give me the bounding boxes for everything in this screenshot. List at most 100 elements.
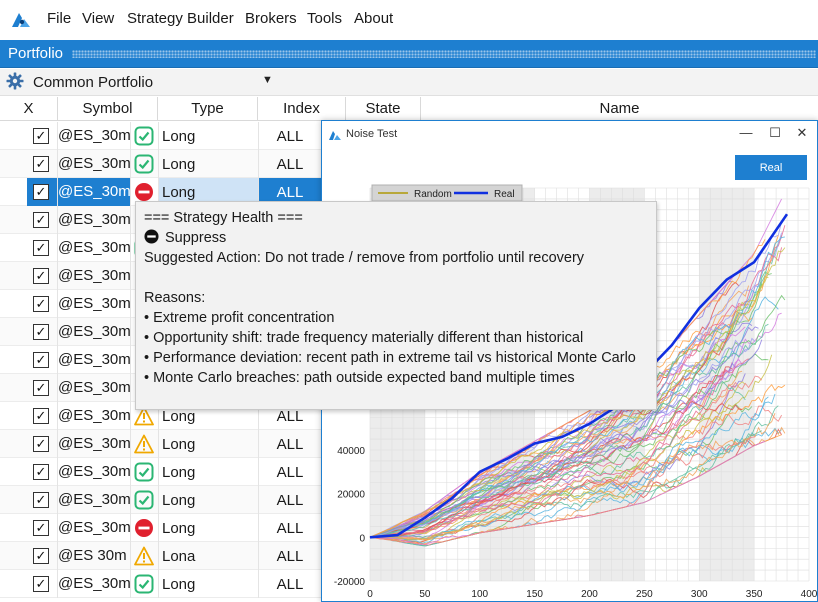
tooltip-status-line: Suppress (144, 228, 648, 248)
random-series-line (369, 247, 786, 538)
portfolio-title: Portfolio (8, 45, 64, 62)
row-type: Long (162, 520, 196, 537)
table-row[interactable]: ✓ @ES_30m Long ALL (0, 458, 330, 486)
column-divider (158, 458, 159, 486)
row-symbol: @ES_30m (58, 435, 131, 452)
column-divider (57, 374, 58, 402)
col-header-name[interactable]: Name (599, 100, 640, 117)
menu-tools[interactable]: Tools (307, 10, 343, 27)
y-tick-label: -20000 (334, 577, 366, 588)
row-checkbox[interactable]: ✓ (33, 268, 49, 284)
row-type: Long (162, 492, 196, 509)
col-header-type[interactable]: Type (158, 97, 258, 121)
menu-file[interactable]: File (47, 10, 72, 27)
table-row[interactable]: ✓ @ES_30m Long ALL (0, 122, 330, 150)
row-checkbox[interactable]: ✓ (33, 408, 49, 424)
tooltip-header: === Strategy Health === (144, 210, 303, 226)
column-divider (258, 122, 259, 150)
close-icon[interactable]: ✕ (796, 125, 808, 140)
table-row[interactable]: ✓ @ES_30m Long ALL (0, 486, 330, 514)
tooltip-status: Suppress (165, 230, 227, 246)
x-tick-label: 350 (746, 589, 763, 600)
row-symbol: @ES_30m (58, 407, 131, 424)
window-title: Noise Test (346, 128, 398, 140)
portfolio-selector[interactable]: Common Portfolio ▼ (0, 69, 818, 96)
column-divider (57, 262, 58, 290)
gear-icon[interactable] (6, 72, 24, 90)
col-header-symbol[interactable]: Symbol (58, 97, 158, 121)
stop-icon (135, 183, 153, 201)
random-series-line (370, 393, 776, 541)
table-row[interactable]: ✓ @ES_30m Long ALL (0, 570, 330, 598)
minimize-icon[interactable]: — (739, 125, 753, 140)
row-checkbox[interactable]: ✓ (33, 296, 49, 312)
column-divider (158, 542, 159, 570)
app-logo-icon (329, 131, 341, 140)
column-divider (130, 290, 131, 318)
column-divider (57, 290, 58, 318)
x-tick-label: 250 (636, 589, 653, 600)
row-checkbox[interactable]: ✓ (33, 212, 49, 228)
y-tick-label: 40000 (337, 446, 365, 457)
row-checkbox[interactable]: ✓ (33, 156, 49, 172)
window-titlebar[interactable]: Noise Test — ☐ ✕ (322, 121, 817, 149)
column-divider (57, 402, 58, 430)
col-header-index[interactable]: Index (258, 97, 346, 121)
row-index: ALL (276, 520, 304, 537)
row-checkbox[interactable]: ✓ (33, 436, 49, 452)
column-divider (57, 542, 58, 570)
column-divider (57, 178, 58, 206)
legend-label-real: Real (494, 189, 515, 200)
col-header-state[interactable]: State (346, 97, 421, 121)
row-checkbox[interactable]: ✓ (33, 184, 49, 200)
table-row[interactable]: ✓ @ES_30m Long ALL (0, 402, 330, 430)
column-divider (57, 318, 58, 346)
row-checkbox[interactable]: ✓ (33, 520, 49, 536)
table-row[interactable]: ✓ @ES_30m Long ALL (0, 430, 330, 458)
maximize-icon[interactable]: ☐ (769, 125, 781, 140)
row-checkbox[interactable]: ✓ (33, 380, 49, 396)
table-row[interactable]: ✓ @ES 30m Lona ALL (0, 542, 330, 570)
menu-about[interactable]: About (354, 10, 394, 27)
menu-strategy-builder[interactable]: Strategy Builder (127, 10, 234, 27)
row-checkbox[interactable]: ✓ (33, 128, 49, 144)
row-checkbox[interactable]: ✓ (33, 324, 49, 340)
row-checkbox[interactable]: ✓ (33, 352, 49, 368)
x-tick-label: 200 (581, 589, 598, 600)
row-checkbox[interactable]: ✓ (33, 240, 49, 256)
column-divider (158, 430, 159, 458)
random-series-line (369, 375, 763, 538)
warning-icon (134, 406, 154, 426)
x-tick-label: 0 (367, 589, 373, 600)
column-divider (130, 178, 131, 206)
x-tick-label: 300 (691, 589, 708, 600)
column-divider (130, 430, 131, 458)
portfolio-select-value[interactable]: Common Portfolio (33, 74, 154, 91)
real-button[interactable]: Real (735, 155, 807, 180)
col-header-x[interactable]: X (0, 97, 58, 121)
menu-view[interactable]: View (82, 10, 115, 27)
warning-icon (134, 434, 154, 454)
chevron-down-icon[interactable]: ▼ (262, 74, 273, 86)
menu-brokers[interactable]: Brokers (245, 10, 297, 27)
column-divider (57, 570, 58, 598)
row-index: ALL (276, 464, 304, 481)
x-tick-label: 400 (801, 589, 817, 600)
table-row[interactable]: ✓ @ES_30m Long ALL (0, 150, 330, 178)
table-row[interactable]: ✓ @ES_30m Long ALL (0, 514, 330, 542)
column-divider (130, 486, 131, 514)
random-series-line (369, 320, 736, 538)
row-checkbox[interactable]: ✓ (33, 576, 49, 592)
column-divider (258, 402, 259, 430)
random-series-line (369, 323, 769, 538)
random-series-line (369, 401, 743, 538)
panel-grip[interactable] (72, 50, 816, 58)
row-checkbox[interactable]: ✓ (33, 464, 49, 480)
row-checkbox[interactable]: ✓ (33, 548, 49, 564)
tooltip-reason: • Monte Carlo breaches: path outside exp… (144, 370, 575, 386)
column-divider (57, 430, 58, 458)
row-checkbox[interactable]: ✓ (33, 492, 49, 508)
column-divider (130, 122, 131, 150)
row-symbol: @ES_30m (58, 239, 131, 256)
column-divider (130, 262, 131, 290)
